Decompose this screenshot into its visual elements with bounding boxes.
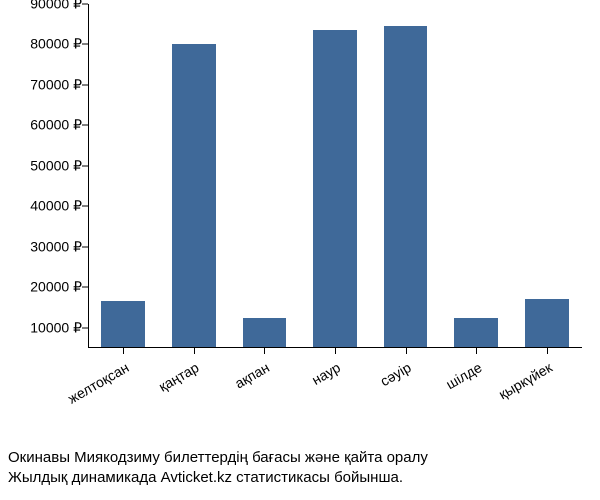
- x-tick: [335, 348, 336, 354]
- chart-caption: Окинавы Миякодзиму билеттердің бағасы жә…: [0, 448, 600, 489]
- x-tick-label: қаңтар: [156, 359, 202, 395]
- x-tick-label: сәуір: [377, 359, 413, 389]
- bar: [454, 318, 498, 348]
- y-tick: [82, 44, 88, 45]
- y-tick-label: 30000 ₽: [30, 238, 82, 255]
- y-tick-label: 60000 ₽: [30, 117, 82, 134]
- y-tick-label: 70000 ₽: [30, 76, 82, 93]
- y-tick-label: 80000 ₽: [30, 36, 82, 53]
- bar: [101, 301, 145, 348]
- x-tick-label: ақпан: [232, 359, 272, 391]
- y-tick-label: 10000 ₽: [30, 319, 82, 336]
- x-tick-label: шілде: [443, 359, 484, 392]
- bar: [525, 299, 569, 348]
- x-tick-label: қыркүйек: [496, 359, 555, 402]
- y-tick: [82, 125, 88, 126]
- bars-container: [88, 4, 582, 348]
- y-tick-label: 50000 ₽: [30, 157, 82, 174]
- y-tick: [82, 84, 88, 85]
- y-tick-label: 90000 ₽: [30, 0, 82, 13]
- x-tick: [194, 348, 195, 354]
- y-tick-label: 20000 ₽: [30, 279, 82, 296]
- y-tick: [82, 327, 88, 328]
- x-tick: [547, 348, 548, 354]
- y-tick-label: 40000 ₽: [30, 198, 82, 215]
- x-tick: [476, 348, 477, 354]
- y-tick: [82, 165, 88, 166]
- x-tick-label: наур: [309, 359, 343, 388]
- x-tick: [406, 348, 407, 354]
- x-tick: [264, 348, 265, 354]
- bar: [313, 30, 357, 348]
- caption-line-1: Окинавы Миякодзиму билеттердің бағасы жә…: [8, 448, 592, 468]
- plot-area: 10000 ₽20000 ₽30000 ₽40000 ₽50000 ₽60000…: [88, 4, 582, 348]
- caption-line-2: Жылдық динамикада Avticket.kz статистика…: [8, 468, 592, 488]
- x-tick: [123, 348, 124, 354]
- bar: [172, 44, 216, 348]
- y-axis: [88, 4, 89, 348]
- y-tick: [82, 4, 88, 5]
- y-tick: [82, 206, 88, 207]
- x-tick-label: желтоқсан: [65, 359, 131, 407]
- bar: [243, 318, 287, 348]
- bar-chart: 10000 ₽ 20000 ₽ 30000 ₽ 40000 ₽ 50000 ₽ 60000…: [0, 0, 600, 500]
- y-tick: [82, 287, 88, 288]
- bar: [384, 26, 428, 348]
- y-tick: [82, 246, 88, 247]
